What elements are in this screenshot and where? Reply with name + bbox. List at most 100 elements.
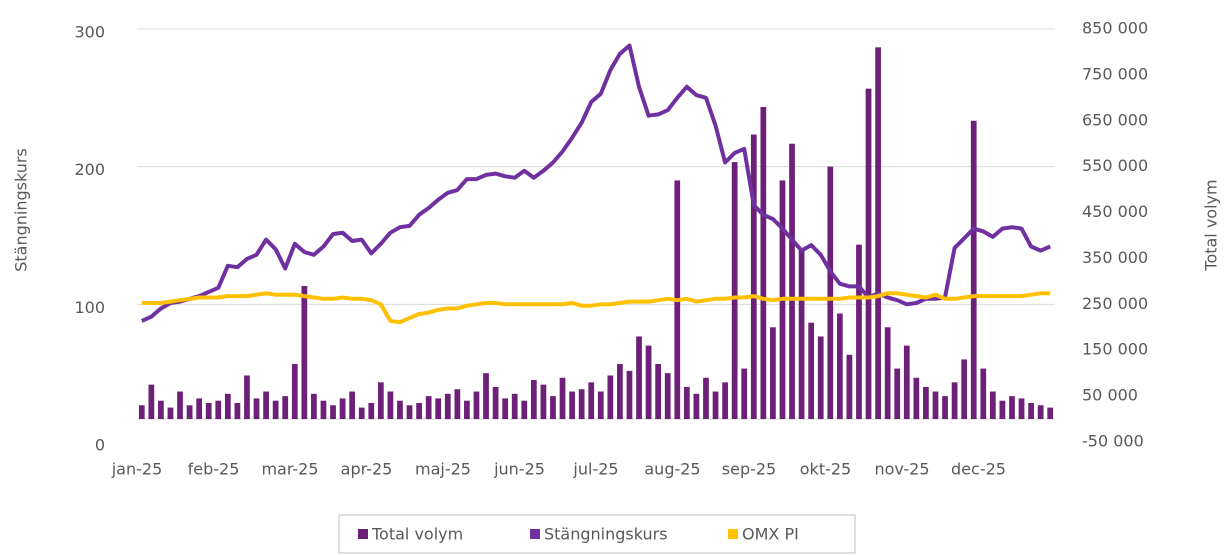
volume-bar	[999, 400, 1006, 420]
volume-bar	[731, 162, 738, 420]
x-tick-label: mar-25	[261, 460, 318, 479]
volume-bar	[1028, 402, 1034, 420]
volume-bar	[530, 380, 537, 420]
volume-bar	[301, 285, 308, 420]
volume-bar	[387, 391, 394, 420]
volume-bar	[607, 375, 614, 420]
volume-bar	[483, 373, 489, 420]
volume-bar	[636, 336, 642, 420]
volume-bar	[588, 382, 595, 420]
volume-bar	[865, 88, 872, 420]
volume-bar	[339, 398, 346, 420]
volume-bar	[177, 391, 183, 420]
volume-bar	[827, 166, 834, 420]
volume-bar	[578, 389, 585, 420]
volume-bar	[406, 405, 413, 420]
volume-bar	[291, 363, 298, 420]
volume-bar	[798, 249, 805, 420]
volume-bar	[693, 393, 700, 420]
volume-bar	[196, 398, 203, 420]
volume-bar	[244, 375, 250, 420]
volume-bar	[722, 382, 728, 420]
volume-bar	[836, 313, 843, 420]
volume-bar	[425, 396, 432, 420]
volume-bar	[330, 405, 336, 420]
volume-bar	[741, 368, 748, 420]
volume-bar	[368, 402, 375, 420]
y2-tick-label: 250 000	[1082, 294, 1148, 313]
y2-axis-title: Total volym	[1202, 179, 1221, 271]
volume-bar	[138, 405, 145, 420]
legend-label: Total volym	[371, 525, 463, 544]
x-tick-label: sep-25	[722, 460, 776, 479]
y2-tick-label: 550 000	[1082, 156, 1148, 175]
x-tick-label: jun-25	[493, 460, 545, 479]
volume-bar	[932, 391, 939, 420]
x-tick-label: jan-25	[111, 460, 163, 479]
x-tick-label: feb-25	[188, 460, 240, 479]
volume-bar	[884, 327, 891, 420]
volume-bar	[186, 405, 193, 420]
volume-bar	[464, 400, 470, 420]
y2-tick-label: 50 000	[1082, 386, 1138, 405]
volume-bar	[970, 120, 977, 420]
volume-bar	[311, 393, 317, 420]
y2-tick-label: -50 000	[1082, 432, 1144, 451]
volume-bar	[282, 396, 289, 420]
legend-swatch	[530, 529, 540, 539]
volume-bar	[492, 386, 499, 420]
volume-bar	[1047, 407, 1054, 420]
volume-bar	[856, 244, 862, 420]
volume-bar	[559, 377, 566, 420]
volume-bar	[817, 336, 824, 420]
volume-bar	[712, 391, 719, 420]
legend-box	[338, 514, 856, 554]
volume-bar	[664, 373, 671, 420]
volume-bar	[703, 377, 709, 420]
legend-swatch	[358, 529, 368, 539]
volume-bar	[473, 391, 480, 420]
volume-bar	[951, 382, 958, 420]
volume-bar	[502, 398, 509, 420]
volume-bar	[645, 345, 652, 420]
volume-bar	[846, 354, 853, 420]
volume-bar	[215, 400, 222, 420]
y2-tick-label: 750 000	[1082, 64, 1148, 83]
x-tick-label: jul-25	[572, 460, 618, 479]
volume-bar	[158, 400, 164, 420]
y-tick-label: 200	[74, 160, 105, 179]
legend-label: OMX PI	[742, 525, 799, 544]
volume-bar	[569, 391, 575, 420]
volume-bar	[903, 345, 910, 420]
volume-bar	[923, 386, 929, 420]
y-tick-label: 0	[95, 436, 105, 455]
x-tick-label: nov-25	[874, 460, 929, 479]
volume-bar	[597, 391, 604, 420]
volume-bar	[1009, 396, 1015, 420]
volume-bar	[224, 393, 231, 420]
volume-bar	[1018, 398, 1025, 420]
volume-bar	[253, 398, 260, 420]
volume-bar	[444, 393, 451, 420]
volume-bar	[875, 47, 881, 420]
y2-tick-label: 650 000	[1082, 110, 1148, 129]
legend-label: Stängningskurs	[544, 525, 668, 544]
volume-bar	[521, 400, 528, 420]
volume-bar	[913, 377, 920, 420]
volume-bar	[961, 359, 968, 420]
volume-bar	[397, 400, 403, 420]
volume-bar	[750, 134, 757, 420]
volume-bar	[683, 386, 690, 420]
y2-tick-label: 850 000	[1082, 19, 1148, 38]
y2-tick-label: 150 000	[1082, 340, 1148, 359]
volume-bar	[980, 368, 987, 420]
volume-bar	[416, 402, 422, 420]
volume-bar	[358, 407, 365, 420]
volume-bar	[770, 327, 776, 420]
x-tick-label: okt-25	[800, 460, 851, 479]
volume-bar	[626, 370, 633, 420]
line-series	[141, 291, 1051, 325]
volume-bar	[454, 389, 461, 420]
volume-bar	[808, 322, 815, 420]
volume-bar	[540, 384, 547, 420]
